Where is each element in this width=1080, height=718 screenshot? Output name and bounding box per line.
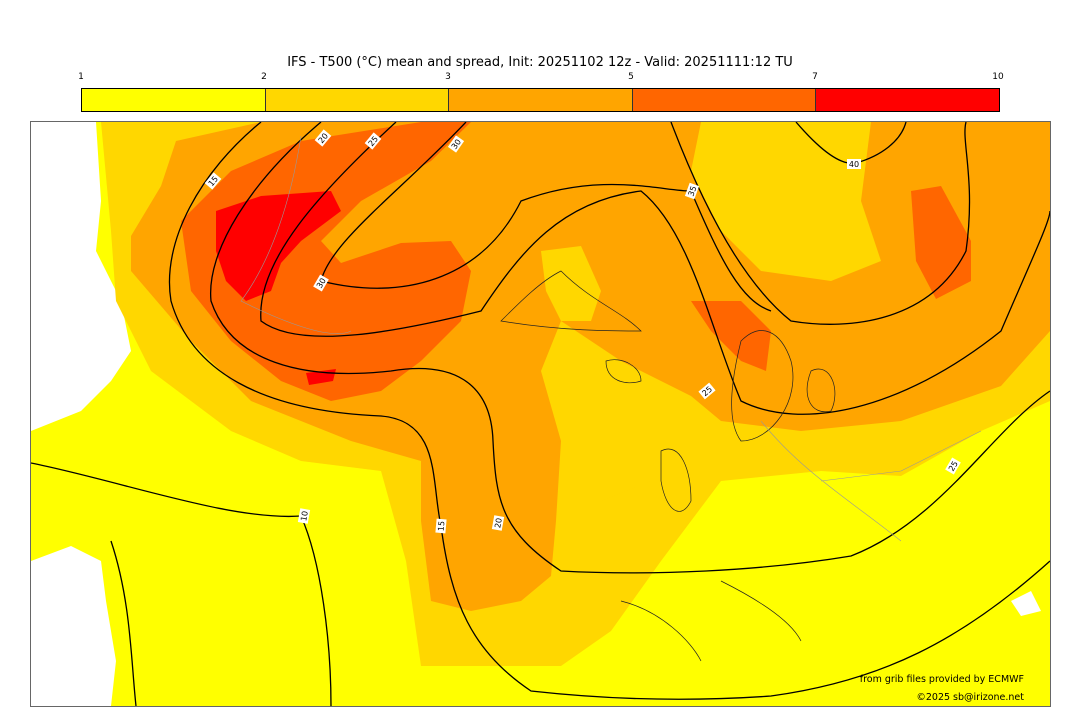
land-white — [31, 546, 116, 706]
contour-label: 35 — [686, 185, 698, 198]
temperature-contours — [31, 122, 1050, 706]
map-panel: 15 15 10 20 20 25 25 25 30 30 35 40 from… — [30, 121, 1051, 707]
contour-25 — [260, 122, 1050, 415]
colorbar — [81, 88, 1000, 112]
land-white — [31, 122, 131, 431]
colorbar-segment — [816, 89, 999, 111]
borders — [240, 135, 982, 542]
contour-10 — [31, 462, 332, 706]
land-white — [1011, 591, 1041, 616]
colorbar-tick: 1 — [78, 72, 84, 82]
colorbar-tick: 7 — [812, 72, 818, 82]
colorbar-tick: 3 — [445, 72, 451, 82]
contour-15 — [168, 122, 1050, 700]
contour-label: 10 — [299, 510, 310, 522]
spread-5-7 — [911, 186, 971, 299]
spread-2-3 — [691, 122, 881, 281]
colorbar-tick: 2 — [261, 72, 267, 82]
contour-30 — [320, 122, 772, 312]
copyright: ©2025 sb@irizone.net — [916, 692, 1024, 703]
colorbar-segment — [82, 89, 266, 111]
contour-label: 30 — [315, 277, 328, 290]
coastlines — [500, 270, 836, 662]
colorbar-segment — [632, 89, 817, 111]
contour-10b — [110, 540, 137, 706]
spread-2-3 — [541, 246, 601, 321]
colorbar-tick: 5 — [628, 72, 634, 82]
contour-label: 15 — [437, 521, 447, 532]
contour-35 — [670, 122, 971, 325]
contour-label: 20 — [493, 517, 504, 529]
contour-20 — [209, 122, 1050, 574]
spread-2-3 — [561, 381, 651, 501]
contour-label: 40 — [849, 160, 859, 169]
colorbar-segment — [449, 89, 633, 111]
spread-7-10 — [216, 191, 341, 301]
source-credit: from grib files provided by ECMWF — [859, 674, 1024, 685]
chart-title: IFS - T500 (°C) mean and spread, Init: 2… — [287, 55, 793, 70]
colorbar-tick: 10 — [992, 72, 1004, 82]
colorbar-segment — [265, 89, 450, 111]
contour-label: 25 — [947, 460, 960, 473]
